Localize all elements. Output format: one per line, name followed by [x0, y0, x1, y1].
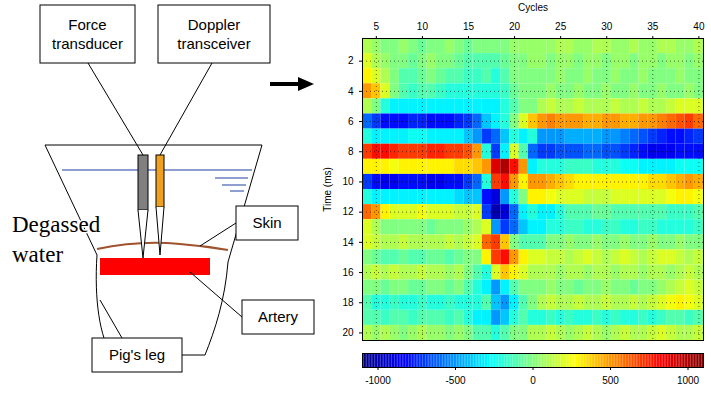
svg-text:Pig's leg: Pig's leg: [109, 346, 165, 363]
svg-text:1000: 1000: [677, 375, 700, 386]
svg-text:4: 4: [348, 86, 354, 97]
svg-text:Cycles: Cycles: [518, 2, 548, 13]
svg-text:Degassed: Degassed: [12, 212, 101, 237]
svg-text:5: 5: [374, 21, 380, 32]
svg-text:40: 40: [693, 21, 705, 32]
svg-text:18: 18: [342, 297, 354, 308]
svg-text:transducer: transducer: [52, 35, 123, 52]
svg-text:-500: -500: [445, 375, 465, 386]
svg-text:16: 16: [342, 267, 354, 278]
svg-text:35: 35: [647, 21, 659, 32]
svg-text:12: 12: [342, 206, 354, 217]
svg-text:14: 14: [342, 237, 354, 248]
svg-text:10: 10: [417, 21, 429, 32]
svg-text:10: 10: [342, 176, 354, 187]
svg-text:Doppler: Doppler: [188, 16, 241, 33]
svg-text:20: 20: [509, 21, 521, 32]
svg-text:Time (ms): Time (ms): [322, 167, 333, 212]
svg-text:2: 2: [348, 55, 354, 66]
svg-text:Force: Force: [68, 16, 106, 33]
svg-text:-1000: -1000: [365, 375, 391, 386]
svg-text:Skin: Skin: [252, 214, 281, 231]
svg-text:500: 500: [602, 375, 619, 386]
svg-text:20: 20: [342, 327, 354, 338]
svg-text:30: 30: [601, 21, 613, 32]
svg-text:transceiver: transceiver: [177, 35, 250, 52]
svg-text:15: 15: [463, 21, 475, 32]
svg-text:water: water: [12, 242, 63, 267]
svg-text:6: 6: [348, 116, 354, 127]
svg-text:0: 0: [530, 375, 536, 386]
svg-text:25: 25: [555, 21, 567, 32]
svg-text:8: 8: [348, 146, 354, 157]
svg-text:Artery: Artery: [258, 308, 299, 325]
